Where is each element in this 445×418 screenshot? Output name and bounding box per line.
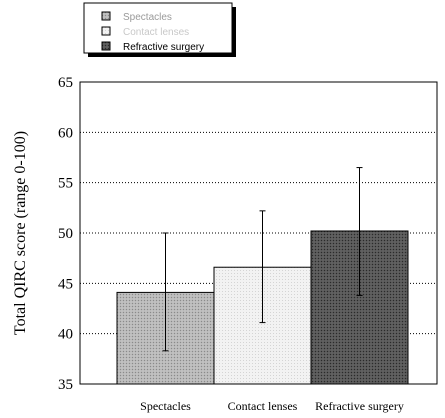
legend-swatch [101,11,111,21]
x-tick-label: Refractive surgery [315,399,404,413]
y-tick-label: 35 [58,377,73,393]
legend: Spectacles Contact lenses Refractive surge… [83,2,236,57]
legend-swatch [101,26,111,36]
legend-label: Contact lenses [123,27,189,38]
y-tick-label: 40 [58,327,73,343]
y-axis-ticks: 35 40 45 50 55 60 65 [58,75,73,393]
error-bars [162,167,363,352]
y-tick-label: 60 [58,125,73,141]
x-axis-ticks: Spectacles Contact lenses Refractive surge… [140,399,404,413]
x-tick-label: Spectacles [140,399,191,413]
y-tick-label: 65 [58,75,73,91]
y-axis-label: Total QIRC score (range 0-100) [12,131,29,335]
legend-label: Refractive surgery [123,42,204,53]
x-tick-label: Contact lenses [228,399,298,413]
legend-label: Spectacles [123,12,172,23]
y-tick-label: 50 [58,226,73,242]
legend-swatch [101,41,111,51]
y-tick-label: 55 [58,176,73,192]
y-tick-label: 45 [58,276,73,292]
